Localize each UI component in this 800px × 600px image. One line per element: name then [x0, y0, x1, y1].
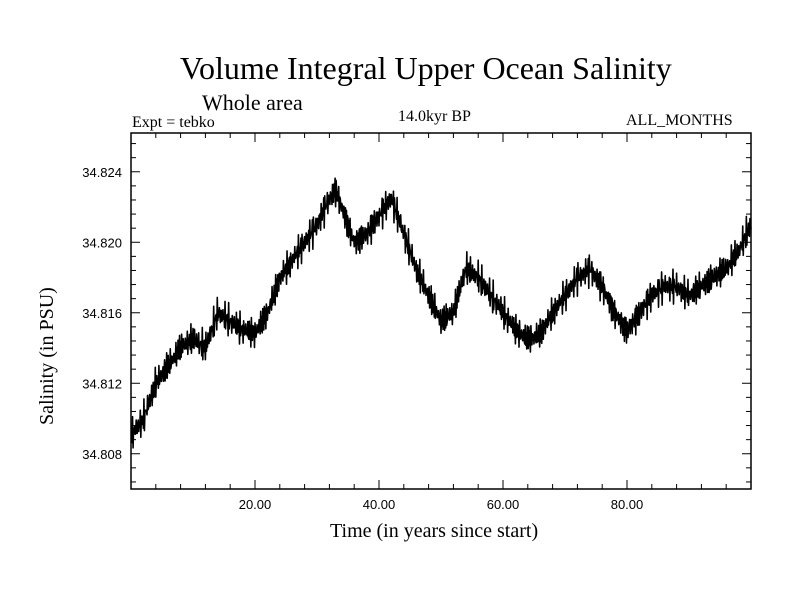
axis-ticks: [131, 133, 751, 489]
plot-frame: [130, 132, 752, 490]
experiment-annotation: Expt = tebko: [132, 114, 215, 131]
months-annotation: ALL_MONTHS: [626, 112, 733, 129]
x-tick-label: 20.00: [239, 497, 272, 512]
y-tick-label: 34.808: [82, 447, 122, 462]
chart-subtitle: Whole area: [202, 90, 303, 115]
axis-tick-labels: 20.00 40.00 60.00 80.00 34.808 34.812 34.816 34…: [82, 165, 643, 512]
series-layer: [130, 177, 752, 449]
y-tick-label: 34.816: [82, 306, 122, 321]
y-tick-label: 34.812: [82, 376, 122, 391]
y-tick-label: 34.820: [82, 235, 122, 250]
x-tick-label: 40.00: [363, 497, 396, 512]
x-tick-label: 60.00: [487, 497, 520, 512]
x-axis-label: Time (in years since start): [330, 520, 539, 542]
salinity-series-line: [130, 177, 752, 449]
chart-title: Volume Integral Upper Ocean Salinity: [180, 50, 672, 86]
x-tick-label: 80.00: [611, 497, 644, 512]
period-annotation: 14.0kyr BP: [398, 108, 471, 125]
y-tick-label: 34.824: [82, 165, 122, 180]
